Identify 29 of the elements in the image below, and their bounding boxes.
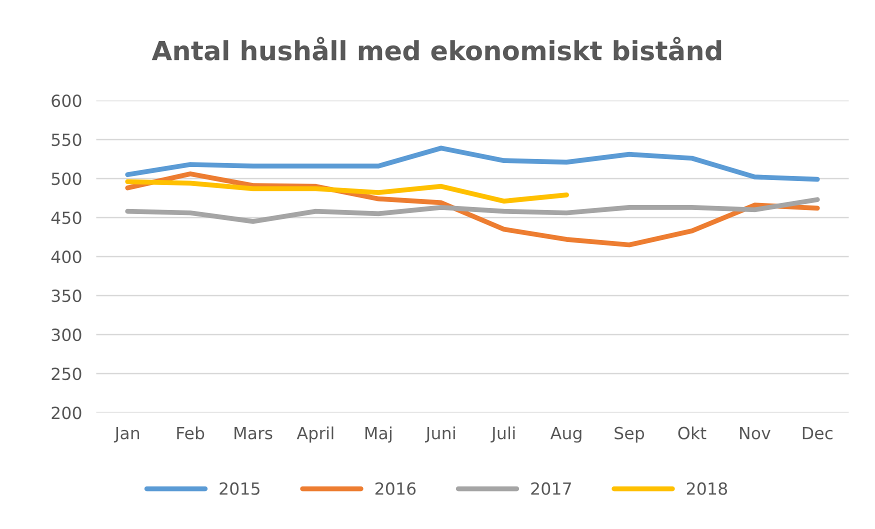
x-tick-label: Mars	[234, 427, 272, 440]
x-tick-label: Nov	[740, 427, 770, 440]
x-tick-label: Juli	[490, 426, 515, 443]
x-tick-label: April	[296, 426, 334, 443]
x-tick-label: Dec	[802, 427, 832, 440]
x-tick-label: Okt	[678, 426, 706, 440]
legend-label: 2018	[686, 482, 728, 495]
chart-title: Antal hushåll med ekonomiskt bistånd	[152, 36, 722, 61]
y-tick-label: 550	[52, 133, 82, 146]
x-tick-label: Sep	[614, 426, 644, 443]
x-tick-label: Juni	[424, 426, 455, 443]
y-tick-label: 350	[52, 290, 82, 302]
y-tick-label: 300	[52, 328, 82, 342]
x-tick-label: Maj	[365, 426, 392, 443]
y-tick-label: 200	[52, 406, 82, 420]
line-series	[125, 179, 569, 204]
y-tick-label: 450	[51, 212, 82, 224]
legend-label: 2017	[531, 482, 571, 495]
line-series	[125, 146, 820, 182]
y-tick-label: 600	[52, 94, 82, 108]
line-series	[125, 197, 820, 224]
x-tick-label: Jan	[114, 427, 140, 443]
y-tick-label: 250	[52, 368, 82, 380]
legend-label: 2016	[375, 482, 416, 495]
y-tick-label: 500	[52, 172, 82, 186]
x-tick-label: Feb	[177, 426, 204, 440]
legend-label: 2015	[220, 482, 260, 495]
x-tick-label: Aug	[550, 427, 582, 443]
y-tick-label: 400	[51, 250, 82, 264]
